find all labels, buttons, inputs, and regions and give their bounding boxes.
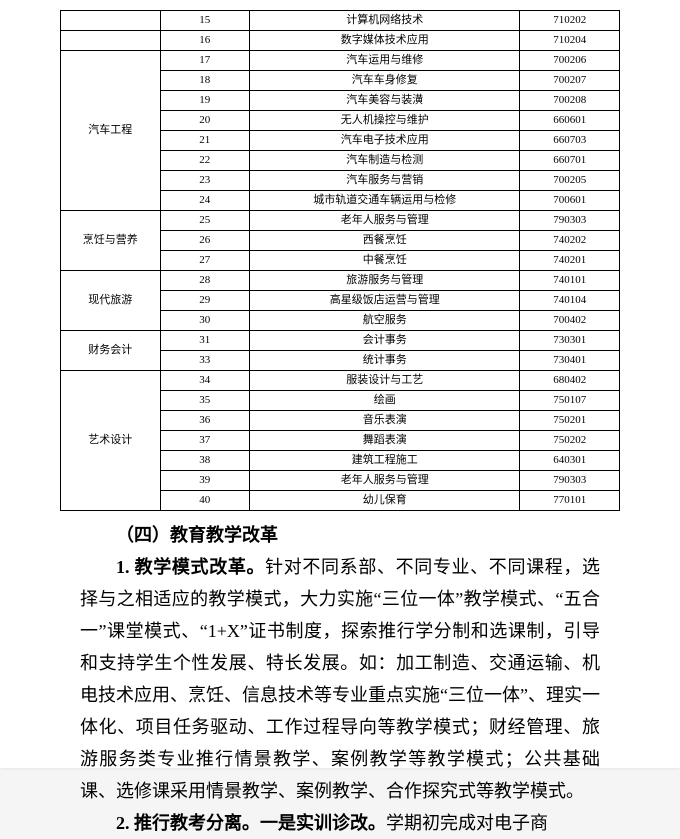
course-table: 15计算机网络技术71020216数字媒体技术应用710204汽车工程17汽车运…	[60, 10, 620, 511]
code-cell: 660701	[520, 151, 620, 171]
index-cell: 39	[160, 471, 249, 491]
category-cell: 现代旅游	[61, 271, 161, 331]
name-cell: 航空服务	[250, 311, 520, 331]
code-cell: 710202	[520, 11, 620, 31]
index-cell: 34	[160, 371, 249, 391]
index-cell: 27	[160, 251, 249, 271]
p1-title: 1. 教学模式改革。	[116, 557, 265, 577]
p2-body: 学期初完成对电子商	[386, 813, 548, 833]
code-cell: 750202	[520, 431, 620, 451]
code-cell: 700206	[520, 51, 620, 71]
name-cell: 汽车美容与装潢	[250, 91, 520, 111]
category-cell: 艺术设计	[61, 371, 161, 511]
code-cell: 700601	[520, 191, 620, 211]
name-cell: 老年人服务与管理	[250, 211, 520, 231]
index-cell: 20	[160, 111, 249, 131]
code-cell: 660601	[520, 111, 620, 131]
table-row: 16数字媒体技术应用710204	[61, 31, 620, 51]
index-cell: 15	[160, 11, 249, 31]
name-cell: 汽车服务与营销	[250, 171, 520, 191]
index-cell: 40	[160, 491, 249, 511]
category-cell	[61, 11, 161, 31]
index-cell: 38	[160, 451, 249, 471]
paragraph-1: 1. 教学模式改革。针对不同系部、不同专业、不同课程，选择与之相适应的教学模式，…	[80, 551, 600, 807]
code-cell: 700205	[520, 171, 620, 191]
code-cell: 730401	[520, 351, 620, 371]
name-cell: 老年人服务与管理	[250, 471, 520, 491]
category-cell	[61, 31, 161, 51]
code-cell: 730301	[520, 331, 620, 351]
code-cell: 710204	[520, 31, 620, 51]
name-cell: 汽车制造与检测	[250, 151, 520, 171]
name-cell: 旅游服务与管理	[250, 271, 520, 291]
index-cell: 21	[160, 131, 249, 151]
name-cell: 汽车车身修复	[250, 71, 520, 91]
index-cell: 31	[160, 331, 249, 351]
index-cell: 35	[160, 391, 249, 411]
code-cell: 790303	[520, 471, 620, 491]
table-row: 15计算机网络技术710202	[61, 11, 620, 31]
code-cell: 750201	[520, 411, 620, 431]
name-cell: 汽车运用与维修	[250, 51, 520, 71]
code-cell: 680402	[520, 371, 620, 391]
name-cell: 无人机操控与维护	[250, 111, 520, 131]
index-cell: 18	[160, 71, 249, 91]
index-cell: 23	[160, 171, 249, 191]
index-cell: 30	[160, 311, 249, 331]
name-cell: 绘画	[250, 391, 520, 411]
name-cell: 音乐表演	[250, 411, 520, 431]
index-cell: 19	[160, 91, 249, 111]
name-cell: 数字媒体技术应用	[250, 31, 520, 51]
index-cell: 28	[160, 271, 249, 291]
index-cell: 26	[160, 231, 249, 251]
table-row: 汽车工程17汽车运用与维修700206	[61, 51, 620, 71]
section-heading: （四）教育教学改革	[80, 519, 600, 551]
code-cell: 790303	[520, 211, 620, 231]
name-cell: 会计事务	[250, 331, 520, 351]
code-cell: 740101	[520, 271, 620, 291]
table-row: 烹饪与营养25老年人服务与管理790303	[61, 211, 620, 231]
index-cell: 22	[160, 151, 249, 171]
code-cell: 740104	[520, 291, 620, 311]
code-cell: 660703	[520, 131, 620, 151]
table-row: 艺术设计34服装设计与工艺680402	[61, 371, 620, 391]
index-cell: 36	[160, 411, 249, 431]
name-cell: 幼儿保育	[250, 491, 520, 511]
name-cell: 汽车电子技术应用	[250, 131, 520, 151]
code-cell: 700402	[520, 311, 620, 331]
index-cell: 25	[160, 211, 249, 231]
document-page: { "table": { "columns": ["category","ind…	[0, 0, 680, 768]
table-row: 财务会计31会计事务730301	[61, 331, 620, 351]
code-cell: 750107	[520, 391, 620, 411]
code-cell: 770101	[520, 491, 620, 511]
table-row: 现代旅游28旅游服务与管理740101	[61, 271, 620, 291]
name-cell: 中餐烹饪	[250, 251, 520, 271]
index-cell: 33	[160, 351, 249, 371]
paragraph-2: 2. 推行教考分离。一是实训诊改。学期初完成对电子商	[80, 807, 600, 839]
name-cell: 服装设计与工艺	[250, 371, 520, 391]
name-cell: 舞蹈表演	[250, 431, 520, 451]
code-cell: 700207	[520, 71, 620, 91]
category-cell: 汽车工程	[61, 51, 161, 211]
index-cell: 24	[160, 191, 249, 211]
index-cell: 16	[160, 31, 249, 51]
name-cell: 高星级饭店运营与管理	[250, 291, 520, 311]
code-cell: 640301	[520, 451, 620, 471]
index-cell: 29	[160, 291, 249, 311]
document-body: （四）教育教学改革 1. 教学模式改革。针对不同系部、不同专业、不同课程，选择与…	[80, 519, 600, 839]
code-cell: 740201	[520, 251, 620, 271]
category-cell: 烹饪与营养	[61, 211, 161, 271]
name-cell: 西餐烹饪	[250, 231, 520, 251]
p2-title: 2. 推行教考分离。一是实训诊改。	[116, 813, 386, 833]
name-cell: 建筑工程施工	[250, 451, 520, 471]
name-cell: 统计事务	[250, 351, 520, 371]
name-cell: 计算机网络技术	[250, 11, 520, 31]
code-cell: 740202	[520, 231, 620, 251]
index-cell: 17	[160, 51, 249, 71]
index-cell: 37	[160, 431, 249, 451]
name-cell: 城市轨道交通车辆运用与检修	[250, 191, 520, 211]
category-cell: 财务会计	[61, 331, 161, 371]
p1-body: 针对不同系部、不同专业、不同课程，选择与之相适应的教学模式，大力实施“三位一体”…	[80, 557, 600, 801]
code-cell: 700208	[520, 91, 620, 111]
